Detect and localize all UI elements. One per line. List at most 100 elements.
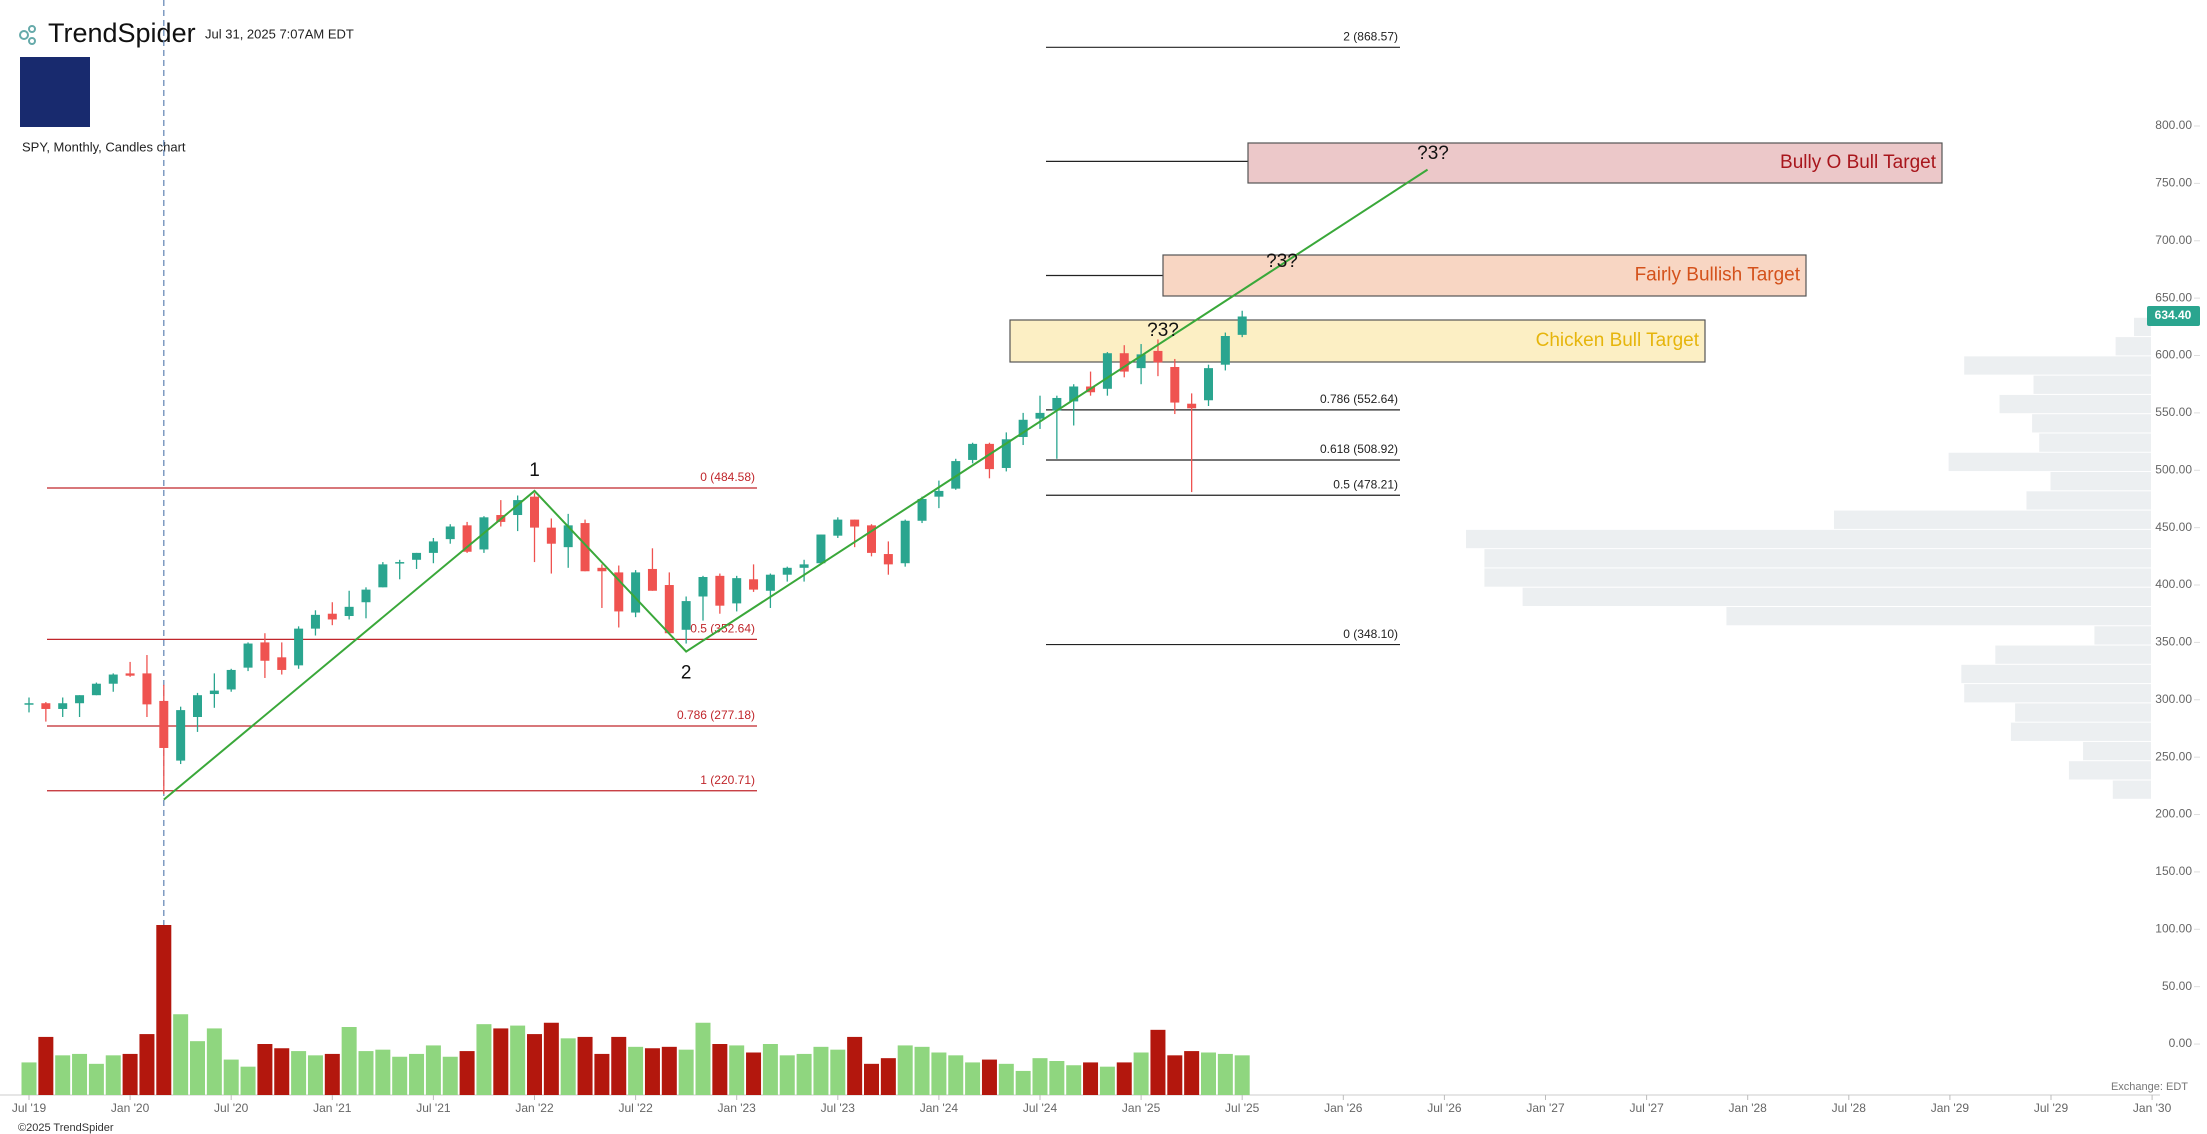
x-tick-label: Jan '24 <box>920 1101 959 1115</box>
candle-body <box>883 554 893 565</box>
volume-bar <box>156 925 172 1095</box>
volume-profile-bar <box>2134 317 2151 337</box>
y-tick-label: 200.00 <box>2155 807 2192 821</box>
candle-body <box>327 613 337 620</box>
candle-body <box>24 703 34 705</box>
price-tag-label: 634.40 <box>2155 308 2192 322</box>
volume-bar <box>914 1046 930 1095</box>
candle-body <box>513 500 523 516</box>
y-tick-label: 450.00 <box>2155 520 2192 534</box>
volume-profile-bar <box>1833 510 2151 529</box>
annotation: ?3? <box>1147 320 1179 341</box>
x-tick-label: Jan '22 <box>515 1101 554 1115</box>
volume-bar <box>931 1052 947 1095</box>
candle-body <box>428 541 438 553</box>
x-tick-label: Jul '29 <box>2034 1101 2069 1115</box>
candle-body <box>1187 403 1197 409</box>
candle-body <box>412 552 422 560</box>
candle-body <box>530 496 539 528</box>
x-tick-label: Jan '27 <box>1526 1101 1565 1115</box>
x-tick-label: Jul '22 <box>618 1101 653 1115</box>
volume-bar <box>105 1055 121 1095</box>
volume-bar <box>577 1036 593 1095</box>
volume-bar <box>38 1036 54 1095</box>
x-tick-label: Jul '21 <box>416 1101 451 1115</box>
candle-body <box>462 525 472 552</box>
candle-body <box>91 683 101 696</box>
candle-body <box>159 700 169 748</box>
volume-bar <box>1133 1052 1149 1095</box>
fib-label: 0 (484.58) <box>700 470 755 484</box>
volume-profile-bar <box>1964 356 2151 375</box>
candle-body <box>1220 336 1230 365</box>
candle-body <box>580 523 590 572</box>
volume-bar <box>459 1051 475 1095</box>
fib-label: 0.618 (508.92) <box>1320 442 1398 456</box>
timestamp: Jul 31, 2025 7:07AM EDT <box>205 26 354 41</box>
fib-label: 0 (348.10) <box>1343 627 1398 641</box>
candle-body <box>833 519 843 536</box>
candle-body <box>260 642 270 661</box>
candle-body <box>1018 419 1028 437</box>
candle-body <box>75 695 85 704</box>
x-tick-label: Jan '26 <box>1324 1101 1363 1115</box>
candle-body <box>631 572 641 613</box>
candle-body <box>294 628 304 666</box>
volume-bar <box>72 1053 88 1095</box>
candle-body <box>108 674 118 684</box>
x-tick-label: Jul '28 <box>1832 1101 1867 1115</box>
y-tick-label: 600.00 <box>2155 348 2192 362</box>
target-box <box>1162 254 1807 297</box>
candle-body <box>799 564 809 568</box>
volume-bar <box>527 1034 542 1095</box>
fib-label: 0.5 (478.21) <box>1333 477 1398 491</box>
logo <box>19 25 36 45</box>
volume-bar <box>409 1053 425 1095</box>
x-tick-label: Jul '24 <box>1023 1101 1058 1115</box>
candle-body <box>1136 354 1146 369</box>
volume-profile-bar <box>2094 626 2151 645</box>
volume-bar <box>678 1049 694 1095</box>
volume-bar <box>813 1046 829 1095</box>
volume-bar <box>274 1048 290 1095</box>
volume-profile-bar <box>1999 394 2151 414</box>
volume-bar <box>965 1062 981 1095</box>
volume-bar <box>55 1055 71 1095</box>
y-tick-label: 0.00 <box>2169 1036 2193 1050</box>
volume-bar <box>1015 1070 1031 1095</box>
candle-body <box>1153 350 1163 363</box>
candle-body <box>968 443 978 460</box>
volume-bar <box>341 1027 357 1095</box>
volume-bar <box>796 1053 812 1095</box>
candle-body <box>647 568 657 591</box>
volume-bar <box>442 1056 458 1095</box>
volume-bar <box>897 1045 913 1095</box>
volume-bar <box>1049 1061 1065 1095</box>
volume-bar <box>998 1063 1014 1095</box>
x-tick-label: Jan '30 <box>2133 1101 2172 1115</box>
volume-profile-bar <box>1484 549 2151 568</box>
exchange: Exchange: EDT <box>2111 1081 2188 1093</box>
candle-body <box>934 490 944 497</box>
candle-body <box>698 576 708 597</box>
candle-body <box>176 710 186 761</box>
volume-bar <box>1184 1051 1200 1095</box>
brand: TrendSpider <box>48 18 196 48</box>
volume-bar <box>190 1041 205 1095</box>
volume-bar <box>375 1049 391 1095</box>
volume-bar <box>560 1038 576 1095</box>
candle-body <box>1170 366 1180 403</box>
candle-body <box>58 703 68 709</box>
volume-bar <box>847 1036 863 1095</box>
volume-bar <box>1234 1055 1250 1095</box>
volume-bar <box>493 1028 509 1095</box>
candle-body <box>749 579 759 590</box>
volume-bar <box>1201 1052 1216 1095</box>
candle-body <box>951 461 961 489</box>
candle-body <box>765 574 775 591</box>
annotation: ?3? <box>1417 143 1449 164</box>
candle-body <box>41 703 51 709</box>
candle-body <box>277 657 287 670</box>
